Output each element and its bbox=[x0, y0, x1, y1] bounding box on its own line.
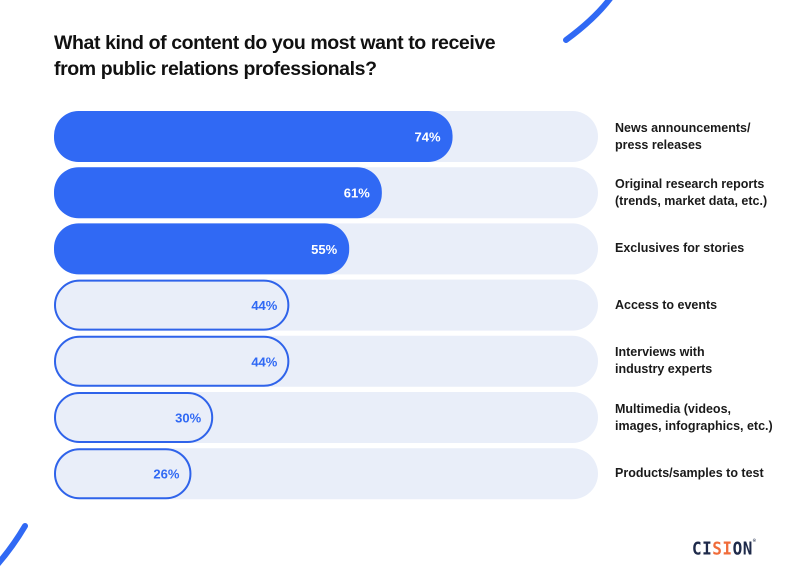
bar bbox=[54, 448, 192, 500]
logo-letter: C bbox=[692, 538, 703, 559]
bar-row: 44% bbox=[54, 279, 598, 331]
category-label-line: (trends, market data, etc.) bbox=[615, 193, 768, 208]
data-label: 55% bbox=[311, 242, 337, 257]
category-label-line: Interviews with bbox=[615, 345, 705, 360]
data-label: 44% bbox=[251, 298, 277, 313]
category-label-line: industry experts bbox=[615, 362, 713, 377]
bar bbox=[54, 335, 290, 387]
bar-row: 26% bbox=[54, 448, 598, 500]
category-label-line: Exclusives for stories bbox=[615, 241, 745, 256]
logo-letter: O bbox=[732, 538, 743, 559]
chart-title-line-1: What kind of content do you most want to… bbox=[54, 32, 496, 54]
data-label: 74% bbox=[415, 130, 441, 145]
data-label: 61% bbox=[344, 186, 370, 201]
trademark-mark: ® bbox=[752, 538, 757, 545]
bar bbox=[54, 167, 382, 219]
category-label: Original research reports (trends, market… bbox=[615, 176, 785, 210]
category-label-line: News announcements/ bbox=[615, 120, 751, 135]
category-label-line: Access to events bbox=[615, 297, 718, 312]
logo-letter-accent: I bbox=[722, 538, 733, 559]
category-label: Exclusives for stories bbox=[615, 240, 785, 257]
bar-track bbox=[54, 448, 598, 500]
bar-row: 30% bbox=[54, 392, 598, 443]
bar bbox=[54, 111, 453, 162]
category-label: Multimedia (videos, images, infographics,… bbox=[615, 401, 785, 435]
bar-row: 44% bbox=[54, 335, 598, 387]
category-label-line: images, infographics, etc.) bbox=[615, 418, 773, 433]
bar bbox=[54, 279, 290, 331]
category-label-line: Original research reports bbox=[615, 176, 765, 191]
data-label: 44% bbox=[251, 354, 277, 369]
category-label-line: Products/samples to test bbox=[615, 466, 764, 481]
data-label: 30% bbox=[175, 411, 201, 426]
logo-letter: I bbox=[702, 538, 713, 559]
cision-logo: CISION® bbox=[692, 538, 756, 559]
category-label-line: Multimedia (videos, bbox=[615, 401, 731, 416]
bar bbox=[54, 223, 350, 275]
logo-letter-accent: S bbox=[712, 538, 723, 559]
category-label: Products/samples to test bbox=[615, 465, 785, 482]
category-label: News announcements/press releases bbox=[615, 120, 785, 154]
bar-row: 61% bbox=[54, 167, 598, 219]
logo-letter: N bbox=[742, 538, 753, 559]
chart-title: What kind of content do you most want to… bbox=[54, 30, 614, 82]
chart-title-line-2: from public relations professionals? bbox=[54, 58, 377, 80]
bar-row: 74% bbox=[54, 111, 598, 162]
category-label-line: press releases bbox=[615, 137, 702, 152]
category-label: Interviews with industry experts bbox=[615, 344, 785, 378]
data-label: 26% bbox=[153, 467, 179, 482]
bar-row: 55% bbox=[54, 223, 598, 275]
bar bbox=[54, 392, 214, 443]
category-label: Access to events bbox=[615, 297, 785, 314]
